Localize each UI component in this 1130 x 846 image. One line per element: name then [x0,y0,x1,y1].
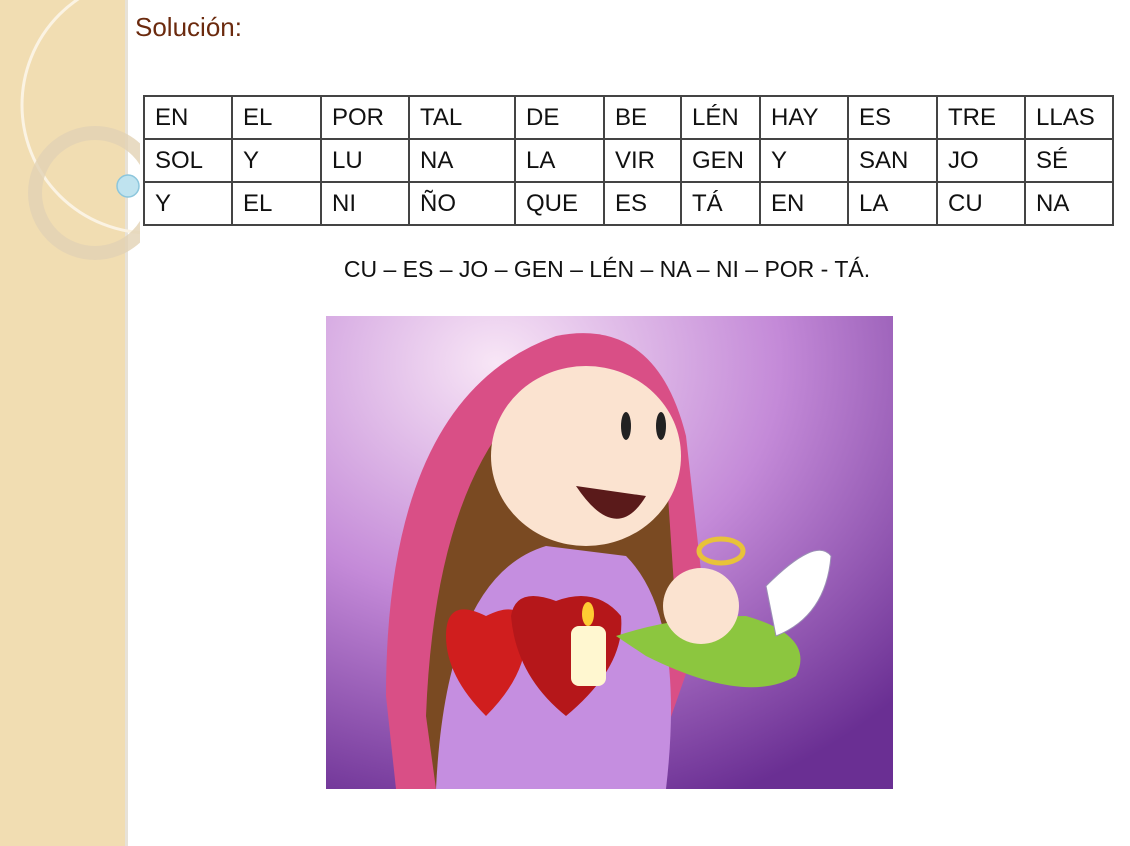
grid-cell: ÑO [408,181,516,226]
grid-cell: Y [143,181,233,226]
circle-ornament-icon [20,0,140,260]
grid-cell: GEN [680,138,761,183]
grid-cell: Y [231,138,322,183]
grid-cell: NA [408,138,516,183]
grid-cell: SAN [847,138,938,183]
syllable-grid: EN EL POR TAL DE BE LÉN HAY ES TRE LLAS SOL Y LU NA LA V… [143,95,1114,226]
grid-row: SOL Y LU NA LA VIR GEN Y SAN JO SÉ [143,138,1114,183]
grid-cell: SÉ [1024,138,1114,183]
grid-cell: EL [231,95,322,140]
grid-row: Y EL NI ÑO QUE ES TÁ EN LA CU NA [143,181,1114,226]
grid-cell: BE [603,95,682,140]
grid-cell: Y [759,138,849,183]
grid-cell: LU [320,138,410,183]
grid-cell: EN [143,95,233,140]
grid-cell: DE [514,95,605,140]
decorative-sidebar [0,0,140,846]
grid-cell: TAL [408,95,516,140]
virgin-mary-angel-illustration [326,316,893,789]
grid-cell: CU [936,181,1026,226]
answer-text: CU – ES – JO – GEN – LÉN – NA – NI – POR… [343,256,871,282]
grid-cell: EL [231,181,322,226]
grid-cell: HAY [759,95,849,140]
grid-cell: QUE [514,181,605,226]
grid-cell: NA [1024,181,1114,226]
grid-cell: NI [320,181,410,226]
grid-cell: LÉN [680,95,761,140]
grid-cell: EN [759,181,849,226]
grid-cell: POR [320,95,410,140]
grid-cell: ES [847,95,938,140]
grid-cell: TÁ [680,181,761,226]
grid-row: EN EL POR TAL DE BE LÉN HAY ES TRE LLAS [143,95,1114,140]
grid-cell: SOL [143,138,233,183]
grid-cell: VIR [603,138,682,183]
slide-title: Solución: [135,12,242,42]
grid-cell: LA [514,138,605,183]
grid-cell: TRE [936,95,1026,140]
grid-cell: LLAS [1024,95,1114,140]
grid-cell: JO [936,138,1026,183]
grid-cell: LA [847,181,938,226]
grid-cell: ES [603,181,682,226]
